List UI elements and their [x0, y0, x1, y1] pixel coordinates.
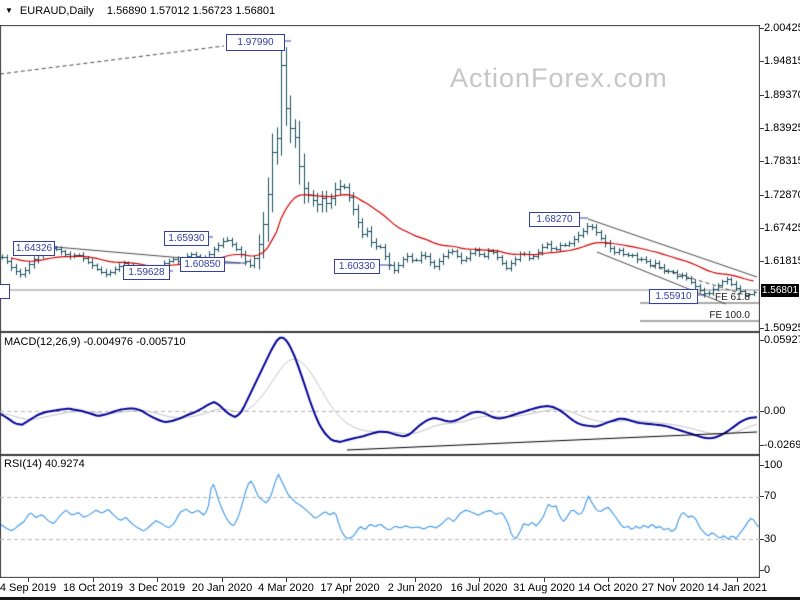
axis-tick-label: 1.50925: [764, 322, 800, 334]
axis-tick-mark: [760, 61, 764, 62]
axis-tick-label: 70: [764, 490, 777, 502]
time-tick-label: 2 Jun 2020: [387, 582, 443, 594]
macd-indicator-label: MACD(12,26,9) -0.004976 -0.005710: [4, 336, 186, 348]
time-tick-label: 3 Dec 2019: [128, 582, 186, 594]
axis-tick-label: 2.00425: [764, 22, 800, 34]
time-tick-mark: [28, 578, 29, 582]
rsi-panel-canvas[interactable]: [0, 455, 760, 578]
time-tick-label: 14 Oct 2020: [578, 582, 638, 594]
time-tick-label: 20 Jan 2020: [191, 582, 253, 594]
time-tick-label: 4 Mar 2020: [258, 582, 314, 594]
axis-tick-mark: [760, 445, 764, 446]
axis-tick-mark: [760, 28, 764, 29]
axis-tick-mark: [760, 411, 764, 412]
axis-tick-mark: [760, 340, 764, 341]
time-tick-mark: [544, 578, 545, 582]
axis-tick-mark: [760, 539, 764, 540]
axis-tick-mark: [760, 570, 764, 571]
axis-tick-label: 1.94815: [764, 55, 800, 67]
time-tick-mark: [350, 578, 351, 582]
time-tick-label: 27 Nov 2020: [641, 582, 705, 594]
axis-tick-mark: [760, 496, 764, 497]
axis-tick-mark: [760, 328, 764, 329]
time-tick-mark: [608, 578, 609, 582]
time-tick-mark: [157, 578, 158, 582]
axis-tick-label: 0.059272: [764, 334, 800, 346]
window-bottom-edge: [0, 597, 800, 600]
dropdown-triangle-icon[interactable]: ▼: [5, 6, 13, 15]
time-tick-mark: [479, 578, 480, 582]
macd-panel-canvas[interactable]: [0, 332, 760, 455]
time-tick-label: 18 Oct 2019: [63, 582, 123, 594]
axis-tick-label: 0.00: [764, 405, 786, 417]
axis-tick-label: 1.83925: [764, 122, 800, 134]
rsi-indicator-label: RSI(14) 40.9274: [4, 458, 85, 470]
axis-tick-mark: [760, 261, 764, 262]
axis-tick-mark: [760, 161, 764, 162]
price-chart-canvas[interactable]: [0, 25, 760, 332]
axis-tick-mark: [760, 128, 764, 129]
axis-tick-mark: [760, 195, 764, 196]
axis-tick-label: 100: [764, 459, 783, 471]
ohlc-readout: 1.56890 1.57012 1.56723 1.56801: [106, 5, 276, 17]
time-tick-mark: [737, 578, 738, 582]
time-tick-mark: [222, 578, 223, 582]
axis-tick-label: -0.026978: [764, 439, 800, 451]
axis-tick-mark: [760, 228, 764, 229]
axis-tick-label: 1.72870: [764, 189, 800, 201]
axis-tick-label: 1.61815: [764, 255, 800, 267]
time-tick-label: 4 Sep 2019: [0, 582, 57, 594]
axis-tick-label: 1.67425: [764, 222, 800, 234]
time-tick-label: 31 Aug 2020: [513, 582, 575, 594]
time-tick-label: 14 Jan 2021: [706, 582, 768, 594]
symbol-timeframe: EURAUD,Daily: [19, 5, 94, 17]
chart-title: ▼ EURAUD,Daily 1.56890 1.57012 1.56723 1.5…: [5, 5, 275, 17]
time-tick-mark: [415, 578, 416, 582]
time-tick-mark: [93, 578, 94, 582]
current-price-badge: 1.56801: [761, 284, 799, 297]
axis-tick-mark: [760, 465, 764, 466]
axis-tick-label: 0: [764, 564, 771, 576]
time-tick-label: 17 Apr 2020: [320, 582, 380, 594]
time-tick-label: 16 Jul 2020: [450, 582, 508, 594]
axis-tick-mark: [760, 95, 764, 96]
axis-tick-label: 30: [764, 533, 777, 545]
time-tick-mark: [673, 578, 674, 582]
axis-tick-label: 1.89370: [764, 89, 800, 101]
axis-tick-label: 1.78315: [764, 155, 800, 167]
time-tick-mark: [286, 578, 287, 582]
